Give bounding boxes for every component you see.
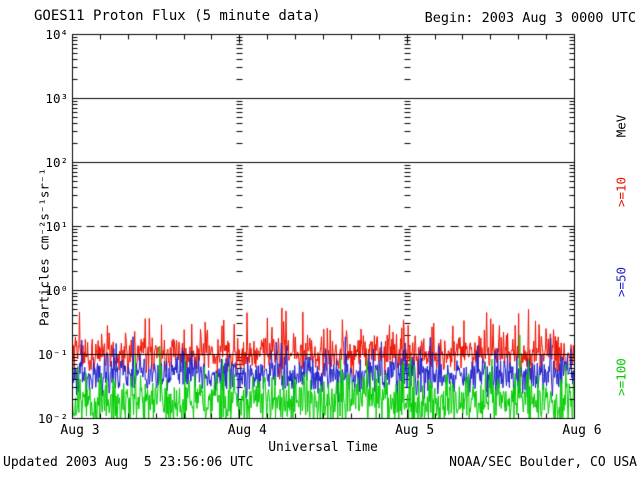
y-tick-label: 10⁻¹: [37, 347, 68, 362]
x-tick-label: Aug 5: [395, 423, 435, 438]
x-axis-label: Universal Time: [268, 440, 378, 455]
x-tick-label: Aug 4: [227, 423, 267, 438]
x-tick-label: Aug 6: [562, 423, 602, 438]
y-tick-label: 10²: [45, 155, 68, 170]
updated-timestamp: Updated 2003 Aug 5 23:56:06 UTC: [3, 455, 254, 470]
credit-label: NOAA/SEC Boulder, CO USA: [449, 455, 637, 470]
y-tick-label: 10³: [45, 91, 68, 106]
x-tick-label: Aug 3: [60, 423, 100, 438]
y-tick-label: 10¹: [45, 219, 68, 234]
y-tick-label: 10⁰: [45, 283, 68, 298]
y-tick-label: 10⁴: [45, 27, 68, 42]
y-tick-label: 10⁻²: [37, 411, 68, 426]
